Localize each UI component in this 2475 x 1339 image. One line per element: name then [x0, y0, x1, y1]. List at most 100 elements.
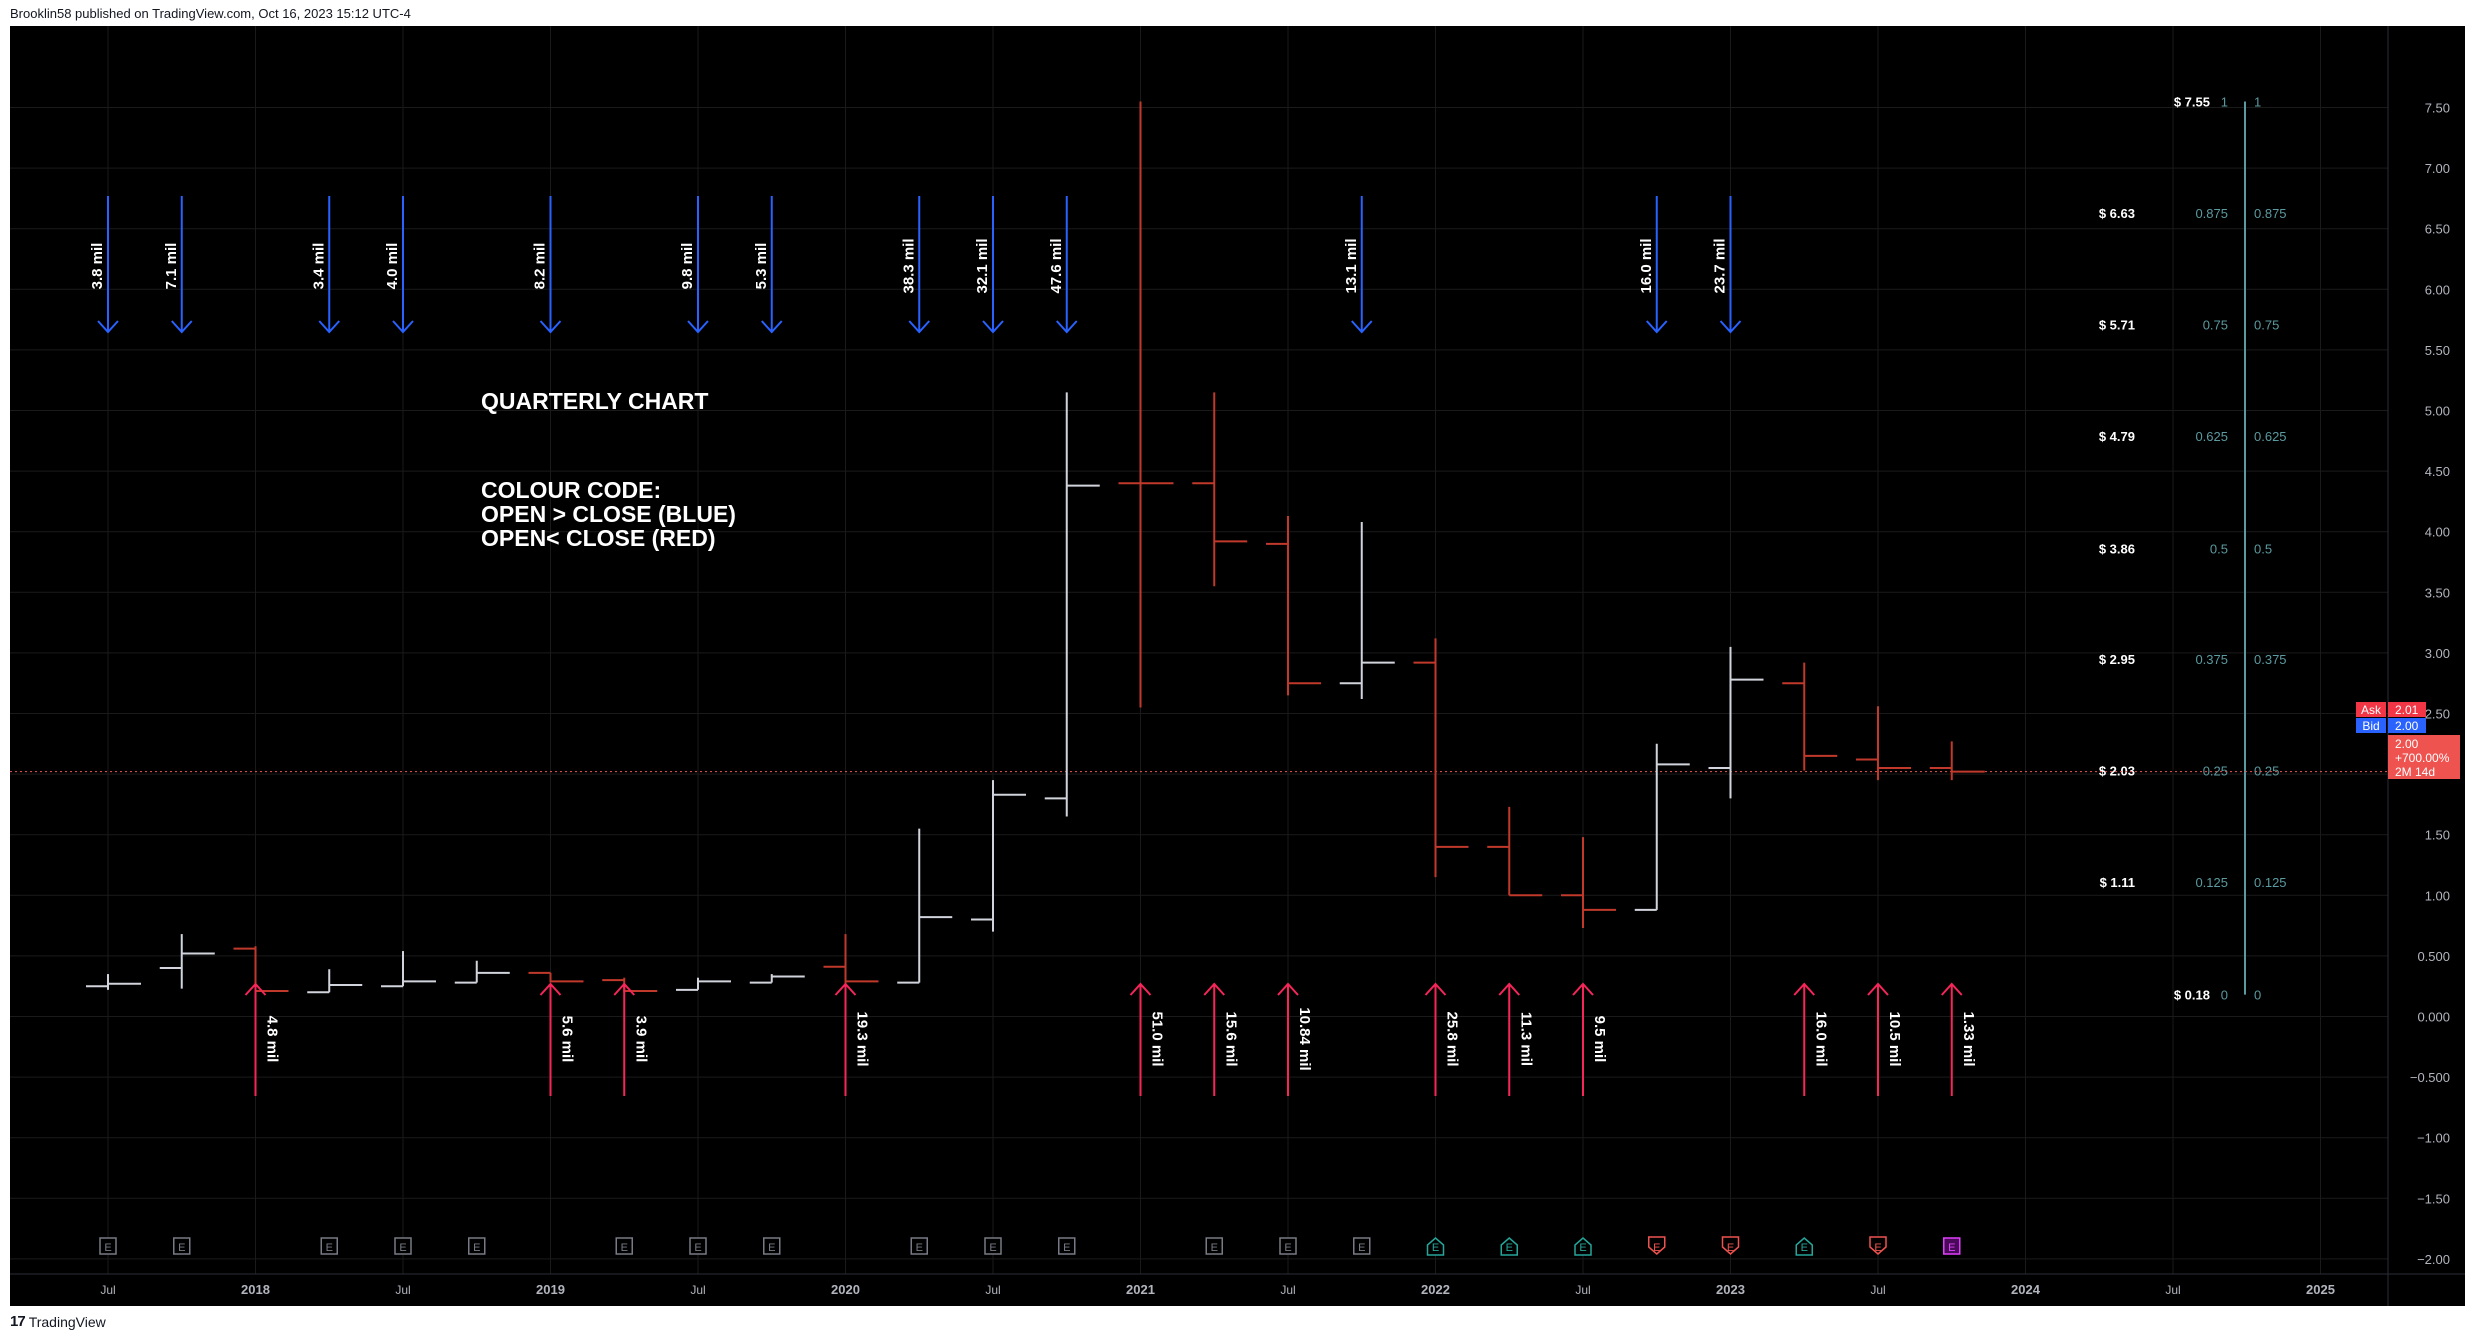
fib-ratio-label-left: 0.5 [2210, 542, 2228, 557]
ohlc-bar [381, 951, 436, 988]
footer: 17 TradingView [10, 1313, 106, 1330]
earnings-marker-icon[interactable]: E [1500, 1237, 1518, 1256]
earnings-marker-icon[interactable]: E [1795, 1237, 1813, 1256]
ohlc-bar [1118, 101, 1174, 708]
sell-arrow-icon [687, 196, 709, 334]
arrow-head [318, 320, 340, 334]
price-axis-label: −0.500 [2410, 1070, 2450, 1085]
earnings-marker-letter: E [1063, 1242, 1070, 1254]
buy-arrow-icon [539, 982, 562, 1096]
arrow-head [171, 320, 193, 334]
time-axis-label: 2024 [2011, 1282, 2041, 1297]
price-axis-label: −2.00 [2417, 1252, 2450, 1267]
earnings-marker-shape [1205, 1237, 1223, 1255]
earnings-marker-icon[interactable]: E [910, 1237, 928, 1255]
earnings-marker-letter: E [989, 1242, 996, 1254]
earnings-marker-icon[interactable]: E [1869, 1236, 1887, 1255]
time-axis-label: Jul [690, 1283, 705, 1297]
arrow-head [908, 320, 930, 334]
fib-ratio-label-left: 0.125 [2195, 875, 2228, 890]
sell-arrow-icon [318, 196, 340, 334]
arrow-head [392, 320, 414, 334]
earnings-marker-shape [1426, 1237, 1445, 1256]
earnings-marker-icon[interactable]: E [320, 1237, 338, 1255]
earnings-marker-icon[interactable]: E [1205, 1237, 1223, 1255]
earnings-marker-shape [1648, 1236, 1666, 1255]
fib-ratio-label-right: 0.25 [2254, 763, 2279, 778]
time-axis-label: 2022 [1421, 1282, 1450, 1297]
price-axis-label: 7.00 [2425, 161, 2450, 176]
chart-area[interactable]: $ 7.55 1 1 $ 6.63 0.875 0.875 $ 5.71 0.75 0.75 $ … [10, 26, 2465, 1306]
fib-ratio-label-left: 0.625 [2195, 429, 2228, 444]
sell-arrow-icon [171, 196, 193, 334]
sell-arrow-icon [392, 196, 414, 334]
fib-ratio-label-left: 0.25 [2203, 763, 2228, 778]
price-axis-label: −1.00 [2417, 1131, 2450, 1146]
earnings-marker-icon[interactable]: E [1426, 1237, 1445, 1256]
earnings-marker-shape [394, 1237, 412, 1255]
tradingview-logo-icon: 17 [10, 1313, 26, 1330]
earnings-marker-letter: E [1874, 1242, 1881, 1254]
price-axis-label: 0.000 [2417, 1010, 2450, 1025]
fib-ratio-label-right: 0.75 [2254, 317, 2279, 332]
ohlc-bar [1929, 741, 1985, 781]
footer-brand: TradingView [28, 1313, 106, 1330]
earnings-marker-icon[interactable]: E [1058, 1237, 1076, 1255]
earnings-marker-icon[interactable]: E [984, 1237, 1002, 1255]
ohlc-bar [1708, 646, 1764, 799]
fib-price-label: $ 6.63 [2099, 206, 2135, 221]
earnings-marker-icon[interactable]: E [1721, 1236, 1740, 1255]
earnings-marker-icon[interactable]: E [173, 1237, 191, 1255]
price-axis-label: −1.50 [2417, 1191, 2450, 1206]
earnings-marker-icon[interactable]: E [1574, 1237, 1592, 1256]
earnings-marker-icon[interactable]: E [394, 1237, 412, 1255]
price-axis-label: 4.00 [2425, 525, 2450, 540]
buy-arrow-icon [1867, 982, 1889, 1096]
earnings-marker-icon[interactable]: E [615, 1237, 633, 1255]
fib-ratio-label-right: 0.625 [2254, 429, 2287, 444]
earnings-marker-shape [763, 1237, 781, 1255]
time-axis-label: Jul [2165, 1283, 2180, 1297]
price-axis-label: 6.50 [2425, 222, 2450, 237]
earnings-marker-icon[interactable]: E [763, 1237, 781, 1255]
buy-volume-label: 4.8 mil [264, 1016, 281, 1063]
fib-ratio-label-left: 0 [2221, 988, 2228, 1003]
earnings-marker-icon[interactable]: E [468, 1237, 486, 1255]
earnings-marker-shape [1869, 1236, 1887, 1255]
buy-arrow-icon [834, 982, 857, 1096]
ohlc-bar [86, 974, 141, 990]
arrow-head [687, 320, 709, 334]
ohlc-bar [1782, 662, 1838, 771]
earnings-marker-icon[interactable]: E [99, 1237, 117, 1255]
earnings-marker-icon[interactable]: E [689, 1237, 707, 1255]
price-axis-label: 5.00 [2425, 404, 2450, 419]
earnings-marker-letter: E [1727, 1242, 1734, 1254]
arrow-head [1498, 982, 1520, 996]
time-axis[interactable]: Jul 2018 Jul 2019 Jul 2020 Jul 2021 Jul 2022 Jul 20… [100, 1282, 2335, 1297]
earnings-marker-icon[interactable]: E [1279, 1237, 1297, 1255]
buy-volume-label: 15.6 mil [1222, 1011, 1239, 1066]
earnings-marker-icon[interactable]: E [1353, 1237, 1371, 1255]
buy-arrow-icon [244, 982, 267, 1096]
time-axis-label: Jul [100, 1283, 115, 1297]
earnings-marker-letter: E [621, 1242, 628, 1254]
sell-arrow-icon [761, 196, 783, 334]
fib-retracement[interactable]: $ 7.55 1 1 $ 6.63 0.875 0.875 $ 5.71 0.75 0.75 $ … [10, 94, 2388, 1003]
arrow-head [834, 982, 857, 996]
arrow-head [244, 982, 267, 996]
earnings-marker-letter: E [104, 1242, 111, 1254]
sell-arrow-icon [1646, 196, 1668, 334]
fib-ratio-label-left: 1 [2221, 94, 2228, 109]
sell-volume-label: 3.8 mil [89, 243, 106, 290]
earnings-marker-icon[interactable]: E [1648, 1236, 1666, 1255]
price-axis-label: 7.50 [2425, 101, 2450, 116]
earnings-marker-icon[interactable]: E [1943, 1237, 1961, 1255]
earnings-marker-shape [173, 1237, 191, 1255]
bid-label: Bid [2362, 719, 2379, 733]
price-axis-label: 3.50 [2425, 585, 2450, 600]
chart-grid [10, 26, 2465, 1306]
earnings-marker-shape [689, 1237, 707, 1255]
sell-volume-label: 16.0 mil [1638, 238, 1655, 293]
